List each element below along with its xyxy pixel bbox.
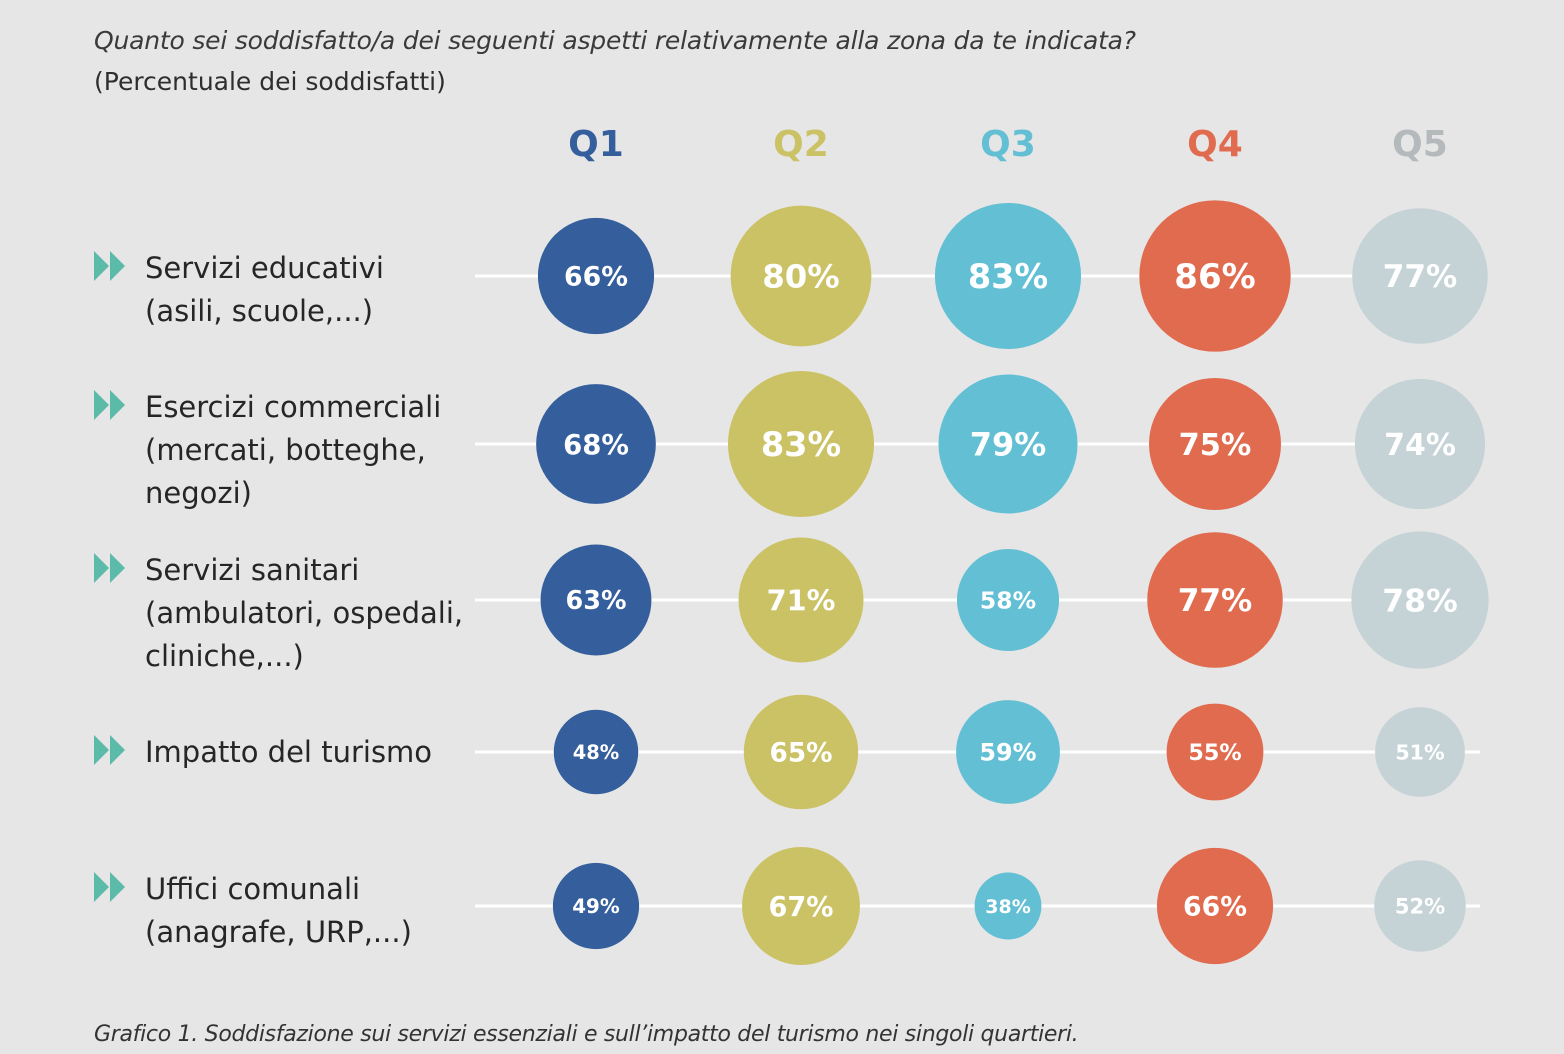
- bubble-circle: [1351, 531, 1489, 669]
- bubble-circle: [1139, 200, 1291, 352]
- bubble-circle: [1156, 847, 1274, 965]
- bubble-value-label: 80%: [762, 258, 840, 296]
- bubble-circle: [536, 384, 656, 504]
- bubble-value-label: 77%: [1383, 259, 1458, 295]
- column-header-q1: Q1: [568, 124, 624, 165]
- bubble-q2-row2: 83%: [727, 370, 875, 518]
- bubble-q1-row4: 48%: [553, 709, 639, 795]
- bubble-q1-row1: 66%: [537, 217, 655, 335]
- bubble-circle: [1147, 532, 1283, 668]
- row-label-text: Esercizi commerciali (mercati, botteghe,…: [145, 390, 442, 510]
- bubble-value-label: 59%: [979, 739, 1036, 767]
- bubble-q4-row1: 86%: [1139, 200, 1291, 352]
- bubble-value-label: 71%: [767, 583, 836, 617]
- double-arrow-icon: [94, 872, 125, 902]
- bubble-q1-row3: 63%: [540, 544, 652, 656]
- bubble-q1-row2: 68%: [536, 384, 656, 504]
- chart-title: Quanto sei soddisfatto/a dei seguenti as…: [94, 26, 1136, 55]
- double-arrow-icon: [94, 390, 125, 420]
- bubble-value-label: 58%: [980, 586, 1036, 614]
- figure-caption: Grafico 1. Soddisfazione sui servizi ess…: [94, 1022, 1079, 1047]
- bubble-value-label: 55%: [1188, 740, 1241, 766]
- bubble-value-label: 66%: [564, 262, 628, 293]
- column-header-q3: Q3: [980, 124, 1036, 165]
- row-label-text: Servizi educativi (asili, scuole,...): [145, 251, 384, 328]
- row-label-text: Uffici comunali (anagrafe, URP,...): [145, 872, 412, 949]
- bubble-value-label: 52%: [1395, 894, 1445, 919]
- bubble-q4-row2: 75%: [1149, 378, 1281, 510]
- bubble-value-label: 38%: [985, 896, 1030, 918]
- bubble-circle: [553, 709, 639, 795]
- bubble-q2-row1: 80%: [730, 205, 872, 347]
- bubble-circle: [956, 700, 1060, 804]
- bubble-circle: [1149, 378, 1281, 510]
- bubble-circle: [1166, 703, 1264, 801]
- bubble-circle: [1374, 860, 1466, 952]
- bubble-q4-row5: 66%: [1156, 847, 1274, 965]
- column-header-q4: Q4: [1187, 124, 1243, 165]
- double-arrow-icon: [94, 735, 125, 765]
- bubble-q3-row1: 83%: [934, 202, 1082, 350]
- row-label-3: Servizi sanitari (ambulatori, ospedali, …: [94, 549, 463, 678]
- bubble-q5-row2: 74%: [1354, 378, 1486, 510]
- bubble-circle: [1375, 707, 1465, 797]
- double-arrow-icon: [94, 251, 125, 281]
- bubble-value-label: 79%: [970, 426, 1047, 464]
- bubble-value-label: 65%: [770, 738, 833, 768]
- bubble-value-label: 49%: [572, 895, 620, 918]
- bubble-value-label: 66%: [1183, 892, 1247, 923]
- bubble-circle: [730, 205, 872, 347]
- bubble-circle: [537, 217, 655, 335]
- bubble-q2-row3: 71%: [738, 537, 864, 663]
- bubble-circle: [956, 548, 1060, 652]
- bubble-value-label: 63%: [565, 586, 626, 616]
- bubble-q5-row1: 77%: [1352, 208, 1488, 344]
- bubble-circle: [727, 370, 875, 518]
- row-label-text: Impatto del turismo: [145, 735, 433, 769]
- bubble-q3-row2: 79%: [938, 374, 1078, 514]
- row-label-text: Servizi sanitari (ambulatori, ospedali, …: [145, 553, 464, 673]
- bubble-q3-row3: 58%: [956, 548, 1060, 652]
- bubble-circle: [1354, 378, 1486, 510]
- bubble-value-label: 67%: [769, 892, 834, 923]
- bubble-value-label: 86%: [1174, 257, 1255, 297]
- bubble-q4-row4: 55%: [1166, 703, 1264, 801]
- column-header-q5: Q5: [1392, 124, 1448, 165]
- row-label-5: Uffici comunali (anagrafe, URP,...): [94, 868, 412, 954]
- bubble-circle: [742, 847, 860, 965]
- row-label-1: Servizi educativi (asili, scuole,...): [94, 247, 384, 333]
- bubble-circle: [1352, 208, 1488, 344]
- bubble-circle: [540, 544, 652, 656]
- bubble-value-label: 77%: [1178, 583, 1253, 619]
- bubble-q1-row5: 49%: [552, 862, 640, 950]
- bubble-value-label: 75%: [1179, 428, 1252, 463]
- bubble-q3-row5: 38%: [974, 872, 1042, 940]
- bubble-circle: [552, 862, 640, 950]
- bubble-q2-row5: 67%: [742, 847, 860, 965]
- bubble-q5-row4: 51%: [1375, 707, 1465, 797]
- chart-subtitle: (Percentuale dei soddisfatti): [94, 67, 446, 96]
- bubble-value-label: 78%: [1382, 583, 1458, 619]
- bubble-value-label: 83%: [968, 257, 1048, 296]
- bubble-circle: [738, 537, 864, 663]
- bubble-value-label: 48%: [573, 741, 620, 764]
- bubble-value-label: 74%: [1384, 428, 1456, 463]
- bubble-value-label: 51%: [1395, 740, 1445, 764]
- row-label-2: Esercizi commerciali (mercati, botteghe,…: [94, 386, 441, 515]
- bubble-q3-row4: 59%: [956, 700, 1060, 804]
- bubble-circle: [743, 694, 859, 810]
- bubble-value-label: 83%: [761, 425, 841, 464]
- double-arrow-icon: [94, 553, 125, 583]
- bubble-q2-row4: 65%: [743, 694, 859, 810]
- column-header-q2: Q2: [773, 124, 829, 165]
- bubble-q5-row5: 52%: [1374, 860, 1466, 952]
- bubble-q5-row3: 78%: [1351, 531, 1489, 669]
- bubble-circle: [974, 872, 1042, 940]
- bubble-q4-row3: 77%: [1147, 532, 1283, 668]
- bubble-circle: [938, 374, 1078, 514]
- bubble-value-label: 68%: [563, 429, 629, 461]
- bubble-circle: [934, 202, 1082, 350]
- row-label-4: Impatto del turismo: [94, 731, 432, 774]
